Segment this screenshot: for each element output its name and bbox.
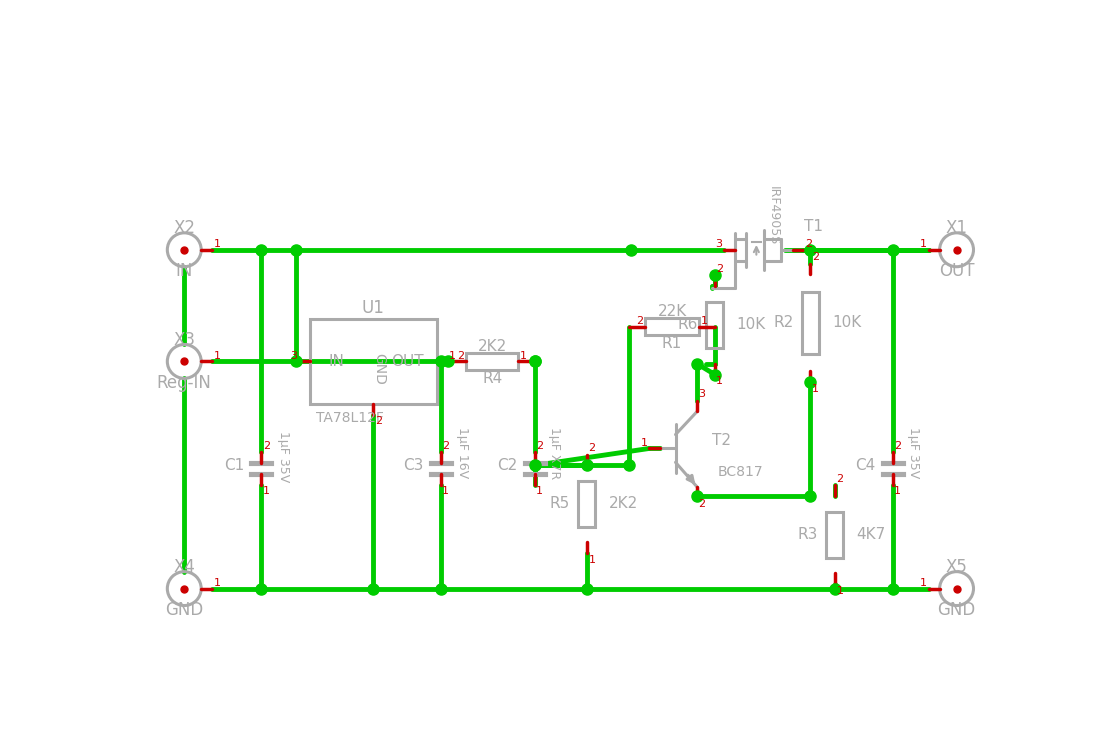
Text: 1: 1 bbox=[837, 586, 844, 595]
Bar bbox=[309, 319, 436, 404]
Text: IRF4905S: IRF4905S bbox=[767, 186, 780, 244]
Text: 1: 1 bbox=[894, 486, 902, 496]
Text: 2: 2 bbox=[589, 443, 595, 453]
Text: 2: 2 bbox=[637, 316, 643, 326]
Text: R4: R4 bbox=[482, 371, 502, 386]
Text: Reg-IN: Reg-IN bbox=[157, 374, 211, 392]
Text: 2: 2 bbox=[717, 264, 723, 274]
Text: 1: 1 bbox=[811, 384, 819, 393]
Text: GND: GND bbox=[373, 353, 386, 385]
Text: 10K: 10K bbox=[737, 317, 766, 333]
Text: C4: C4 bbox=[856, 458, 876, 473]
Text: C3: C3 bbox=[403, 458, 424, 473]
Text: 2: 2 bbox=[837, 474, 844, 484]
Text: 2: 2 bbox=[699, 499, 706, 509]
Text: 2: 2 bbox=[263, 440, 270, 451]
Text: X2: X2 bbox=[174, 219, 195, 237]
Text: TA78L12F: TA78L12F bbox=[316, 410, 384, 425]
Text: 1: 1 bbox=[214, 578, 220, 588]
Text: X1: X1 bbox=[946, 219, 967, 237]
Text: 1: 1 bbox=[717, 376, 723, 386]
Text: 2: 2 bbox=[442, 440, 450, 451]
Text: 1: 1 bbox=[920, 578, 927, 588]
Text: R6: R6 bbox=[678, 317, 698, 333]
Text: IN: IN bbox=[176, 262, 193, 280]
Text: 1µF X7R: 1µF X7R bbox=[549, 427, 561, 479]
Bar bbox=[707, 302, 723, 348]
Text: GND: GND bbox=[937, 601, 976, 619]
Text: 1: 1 bbox=[589, 555, 595, 564]
Text: T1: T1 bbox=[804, 219, 824, 234]
Text: 3: 3 bbox=[290, 351, 297, 360]
Text: 2: 2 bbox=[805, 239, 812, 249]
Text: T2: T2 bbox=[712, 433, 731, 448]
Text: 2: 2 bbox=[457, 351, 464, 360]
Text: 2: 2 bbox=[811, 252, 819, 262]
Text: 1: 1 bbox=[641, 437, 648, 448]
Text: IN: IN bbox=[328, 354, 345, 369]
Text: 1µF 16V: 1µF 16V bbox=[456, 427, 469, 479]
Text: 2: 2 bbox=[536, 440, 543, 451]
Text: 22K: 22K bbox=[658, 304, 687, 319]
Text: 1: 1 bbox=[263, 486, 269, 496]
Text: 1: 1 bbox=[536, 486, 543, 496]
Bar bbox=[579, 481, 595, 527]
Text: 3: 3 bbox=[699, 389, 706, 399]
Text: R3: R3 bbox=[798, 527, 818, 542]
Text: 1: 1 bbox=[520, 351, 526, 360]
Text: 10K: 10K bbox=[831, 316, 861, 330]
Text: 2K2: 2K2 bbox=[477, 338, 506, 354]
Bar bbox=[646, 319, 699, 335]
Text: GND: GND bbox=[165, 601, 204, 619]
Text: OUT: OUT bbox=[392, 354, 424, 369]
Text: 2K2: 2K2 bbox=[609, 496, 638, 512]
Text: OUT: OUT bbox=[939, 262, 974, 280]
Text: X3: X3 bbox=[174, 331, 195, 349]
Text: 1: 1 bbox=[214, 239, 220, 249]
Text: C2: C2 bbox=[498, 458, 518, 473]
Text: R1: R1 bbox=[662, 336, 682, 352]
Text: 3: 3 bbox=[716, 239, 722, 249]
Bar bbox=[466, 353, 519, 370]
Text: 2: 2 bbox=[894, 440, 902, 451]
Bar bbox=[827, 512, 844, 558]
Text: 1: 1 bbox=[450, 351, 456, 360]
Text: 1µF 35V: 1µF 35V bbox=[277, 431, 289, 482]
Text: U1: U1 bbox=[362, 299, 385, 317]
Text: C1: C1 bbox=[224, 458, 245, 473]
Text: X4: X4 bbox=[174, 558, 195, 576]
Text: BC817: BC817 bbox=[718, 465, 764, 479]
Text: X5: X5 bbox=[946, 558, 967, 576]
Text: R5: R5 bbox=[550, 496, 570, 512]
Text: 1: 1 bbox=[442, 486, 450, 496]
Text: 1: 1 bbox=[700, 316, 708, 326]
Bar bbox=[801, 292, 819, 354]
Text: 1: 1 bbox=[920, 239, 927, 249]
Text: 4K7: 4K7 bbox=[857, 527, 886, 542]
Text: 1µF 35V: 1µF 35V bbox=[906, 427, 919, 479]
Text: 2: 2 bbox=[375, 416, 382, 426]
Text: 1: 1 bbox=[214, 351, 220, 360]
Text: R2: R2 bbox=[774, 316, 794, 330]
